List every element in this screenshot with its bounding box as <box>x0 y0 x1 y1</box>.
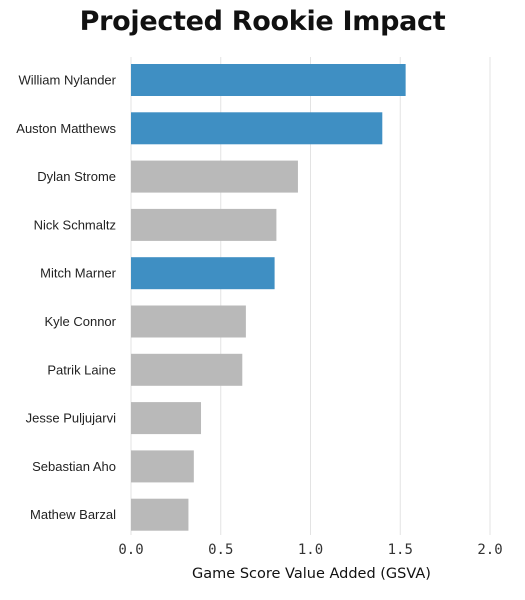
chart-title: Projected Rookie Impact <box>79 6 446 37</box>
category-label-7: Jesse Puljujarvi <box>26 411 116 426</box>
category-label-2: Dylan Strome <box>37 169 116 184</box>
bars <box>131 64 406 531</box>
category-label-6: Patrik Laine <box>47 362 116 377</box>
x-tick-label-4: 2.0 <box>477 542 502 558</box>
bar-2 <box>131 160 298 193</box>
category-label-4: Mitch Marner <box>40 266 117 281</box>
category-label-8: Sebastian Aho <box>32 459 116 474</box>
bar-7 <box>131 402 202 435</box>
bar-0 <box>131 64 406 96</box>
category-label-0: William Nylander <box>18 73 116 88</box>
bar-5 <box>131 305 246 338</box>
x-axis-title: Game Score Value Added (GSVA) <box>192 566 431 582</box>
bar-6 <box>131 353 243 386</box>
category-labels: William Nylander Auston Matthews Dylan Str… <box>16 73 116 523</box>
x-tick-label-2: 1.0 <box>298 542 323 558</box>
category-label-5: Kyle Connor <box>44 314 116 329</box>
x-tick-labels: 0.0 0.5 1.0 1.5 2.0 <box>118 542 502 558</box>
category-label-1: Auston Matthews <box>16 121 116 136</box>
bar-8 <box>131 450 194 483</box>
bar-3 <box>131 208 277 241</box>
x-tick-label-0: 0.0 <box>118 542 143 558</box>
bar-4 <box>131 257 275 290</box>
bar-9 <box>131 498 189 531</box>
category-label-9: Mathew Barzal <box>30 507 116 522</box>
x-tick-label-1: 0.5 <box>208 542 233 558</box>
category-label-3: Nick Schmaltz <box>34 217 116 232</box>
x-tick-label-3: 1.5 <box>388 542 413 558</box>
bar-1 <box>131 112 383 145</box>
